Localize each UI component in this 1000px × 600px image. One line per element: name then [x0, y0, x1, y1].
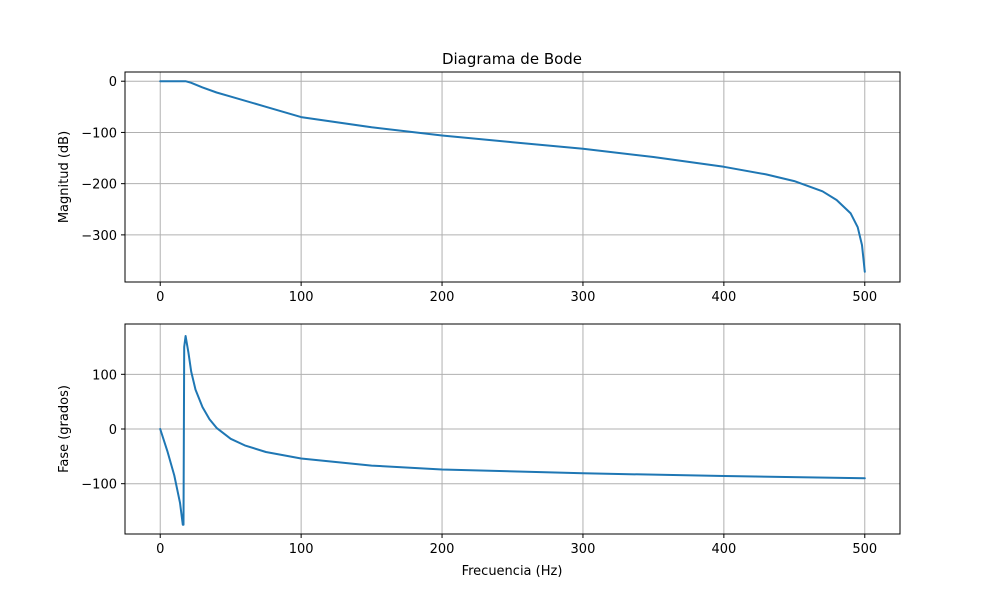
phase-y-tick-label: 100 — [92, 368, 117, 383]
chart-title: Diagrama de Bode — [442, 50, 582, 68]
magnitude-y-axis-label: Magnitud (dB) — [57, 131, 72, 223]
phase-x-tick-label: 300 — [571, 542, 596, 557]
phase-y-tick-label: 0 — [109, 423, 117, 438]
magnitude-y-tick-label: −200 — [81, 178, 117, 193]
phase-x-tick-label: 0 — [156, 542, 164, 557]
phase-plot: 0 100 200 300 400 500 100 0 −100 Fase (grados) F… — [57, 323, 901, 579]
phase-series — [159, 335, 866, 526]
phase-y-tick-label: −100 — [81, 478, 117, 493]
magnitude-y-tick-label: −100 — [81, 126, 117, 141]
magnitude-x-tick-label: 300 — [571, 290, 596, 305]
phase-x-tick-label: 200 — [430, 542, 455, 557]
magnitude-x-tick-label: 500 — [852, 290, 877, 305]
phase-line — [159, 335, 866, 526]
magnitude-x-tick-label: 0 — [156, 290, 164, 305]
phase-ticks: 0 100 200 300 400 500 100 0 −100 — [81, 368, 877, 557]
magnitude-ticks: 0 100 200 300 400 500 0 −100 −200 −300 — [81, 75, 877, 305]
phase-grid — [125, 324, 900, 534]
magnitude-y-tick-label: −300 — [81, 229, 117, 244]
magnitude-axes-frame — [124, 71, 901, 283]
magnitude-x-tick-label: 400 — [711, 290, 736, 305]
phase-x-tick-label: 500 — [852, 542, 877, 557]
magnitude-grid — [125, 72, 900, 282]
magnitude-y-tick-label: 0 — [109, 75, 117, 90]
phase-x-tick-label: 400 — [711, 542, 736, 557]
magnitude-series — [159, 80, 866, 273]
phase-y-axis-label: Fase (grados) — [57, 385, 72, 473]
x-axis-label: Frecuencia (Hz) — [462, 564, 563, 579]
magnitude-plot: Diagrama de Bode 0 100 200 300 400 500 0 −100 −2… — [57, 50, 901, 305]
phase-x-tick-label: 100 — [289, 542, 314, 557]
magnitude-line — [159, 80, 866, 273]
magnitude-x-tick-label: 200 — [430, 290, 455, 305]
magnitude-x-tick-label: 100 — [289, 290, 314, 305]
